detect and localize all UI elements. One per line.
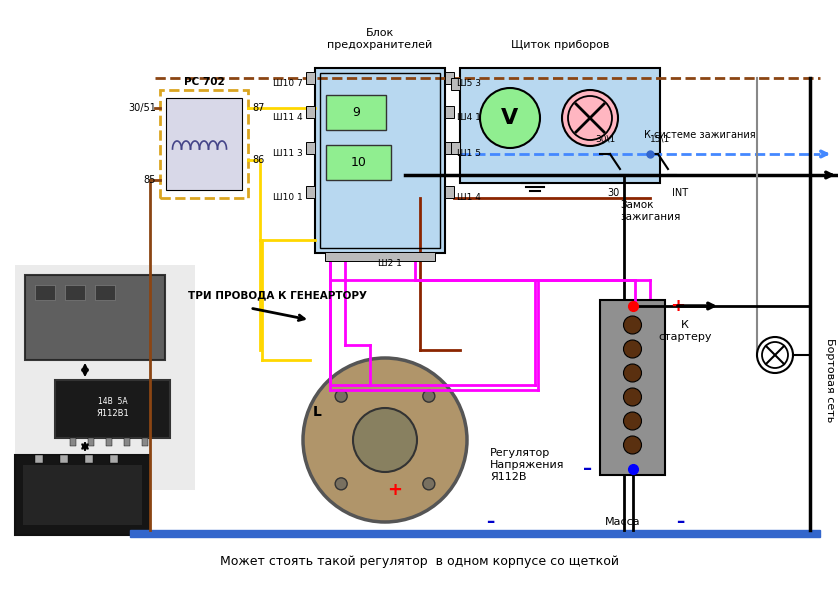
- Bar: [70, 438, 76, 446]
- Text: 87: 87: [252, 103, 264, 113]
- Circle shape: [623, 364, 642, 382]
- Bar: [451, 142, 460, 154]
- Bar: [23, 465, 142, 525]
- Circle shape: [353, 408, 417, 472]
- Text: 9: 9: [352, 106, 360, 119]
- Bar: [85, 455, 93, 463]
- Text: 30\1: 30\1: [595, 134, 615, 143]
- Bar: [166, 98, 242, 190]
- Text: V: V: [501, 108, 519, 128]
- Text: Ш1 5: Ш1 5: [457, 149, 481, 158]
- Text: L: L: [313, 405, 322, 419]
- Polygon shape: [15, 265, 195, 490]
- Text: –: –: [583, 460, 592, 478]
- Circle shape: [623, 436, 642, 454]
- Bar: [88, 438, 94, 446]
- Circle shape: [335, 390, 347, 402]
- Text: –: –: [676, 513, 684, 531]
- Bar: [315, 68, 445, 253]
- Bar: [325, 252, 435, 261]
- Circle shape: [623, 412, 642, 430]
- Circle shape: [757, 337, 793, 373]
- Text: Ш4 1: Ш4 1: [457, 113, 481, 122]
- Bar: [142, 438, 148, 446]
- Bar: [306, 72, 315, 84]
- Text: +: +: [387, 481, 402, 499]
- Circle shape: [623, 388, 642, 406]
- Bar: [600, 300, 665, 475]
- Bar: [65, 285, 85, 300]
- Text: Ш2 1: Ш2 1: [378, 259, 402, 267]
- Text: Ш1 4: Ш1 4: [457, 193, 481, 202]
- Text: Ш10 7: Ш10 7: [273, 79, 303, 88]
- Text: 14В  5А: 14В 5А: [98, 396, 127, 405]
- Text: ТРИ ПРОВОДА К ГЕНЕАРТОРУ: ТРИ ПРОВОДА К ГЕНЕАРТОРУ: [188, 290, 367, 300]
- Text: Масса: Масса: [605, 517, 641, 527]
- Text: –: –: [486, 513, 494, 531]
- Text: Щиток приборов: Щиток приборов: [511, 40, 609, 50]
- Circle shape: [423, 390, 435, 402]
- Text: 86: 86: [252, 155, 264, 165]
- Bar: [124, 438, 130, 446]
- Bar: [326, 145, 391, 180]
- Text: Бортовая сеть: Бортовая сеть: [825, 338, 835, 422]
- Circle shape: [480, 88, 540, 148]
- Circle shape: [335, 478, 347, 490]
- Bar: [106, 438, 112, 446]
- Text: 30/51: 30/51: [128, 103, 156, 113]
- Bar: [445, 72, 454, 84]
- Text: Блок
предохранителей: Блок предохранителей: [328, 29, 432, 50]
- Bar: [451, 78, 460, 90]
- Text: К
стартеру: К стартеру: [659, 320, 711, 341]
- Bar: [306, 186, 315, 198]
- Bar: [445, 106, 454, 118]
- Text: Я112В1: Я112В1: [96, 410, 129, 418]
- Text: Ш11 3: Ш11 3: [273, 149, 303, 158]
- Text: INT: INT: [672, 188, 688, 198]
- Bar: [306, 106, 315, 118]
- Circle shape: [562, 90, 618, 146]
- Text: +: +: [670, 297, 685, 315]
- Bar: [25, 275, 165, 360]
- Text: 30: 30: [607, 188, 619, 198]
- Bar: [445, 142, 454, 154]
- Bar: [55, 380, 170, 438]
- Bar: [306, 142, 315, 154]
- Text: Может стоять такой регулятор  в одном корпусе со щеткой: Может стоять такой регулятор в одном кор…: [220, 555, 618, 568]
- Bar: [110, 455, 118, 463]
- Bar: [326, 95, 386, 130]
- Circle shape: [623, 340, 642, 358]
- Text: Ш10 1: Ш10 1: [273, 193, 303, 202]
- Bar: [35, 455, 43, 463]
- Bar: [460, 68, 660, 183]
- Circle shape: [623, 316, 642, 334]
- Bar: [445, 186, 454, 198]
- Circle shape: [423, 478, 435, 490]
- Bar: [60, 455, 68, 463]
- Text: 10: 10: [350, 156, 366, 169]
- Circle shape: [303, 358, 467, 522]
- Bar: [320, 73, 440, 248]
- Bar: [35, 285, 55, 300]
- Text: 85: 85: [143, 175, 156, 185]
- Text: РС 702: РС 702: [184, 77, 225, 87]
- Text: 15\1: 15\1: [650, 134, 670, 143]
- Text: Ш11 4: Ш11 4: [273, 113, 303, 122]
- Bar: [95, 285, 115, 300]
- Text: Регулятор
Напряжения
Я112В: Регулятор Напряжения Я112В: [490, 448, 565, 482]
- Bar: [15, 455, 150, 535]
- Text: Замок
зажигания: Замок зажигания: [620, 200, 680, 221]
- Bar: [130, 530, 820, 537]
- Text: Ш5 3: Ш5 3: [457, 79, 481, 88]
- Bar: [160, 90, 248, 198]
- Text: К системе зажигания: К системе зажигания: [644, 130, 756, 140]
